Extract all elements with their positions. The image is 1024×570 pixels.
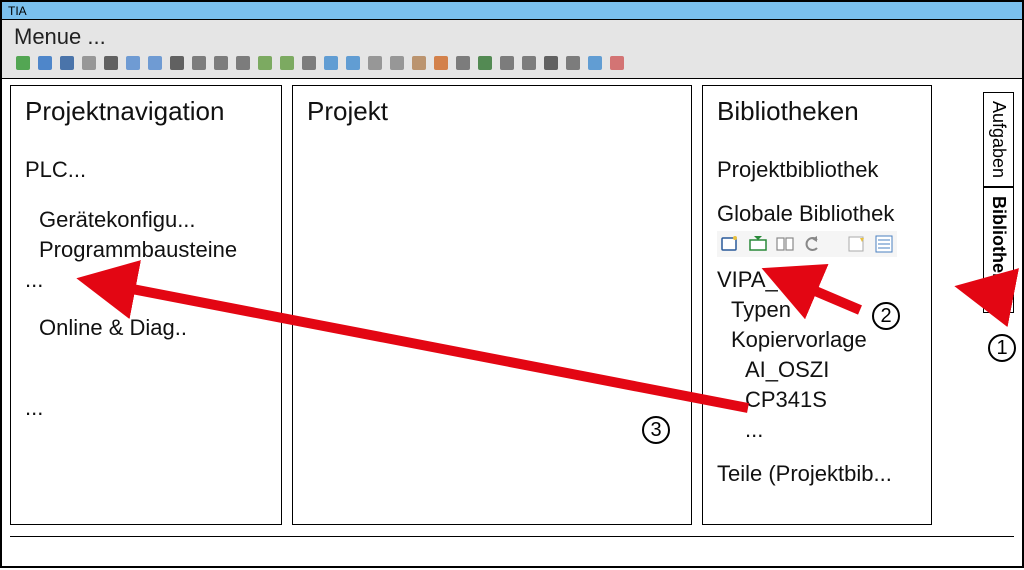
toolbar-icon-27[interactable] [608,54,626,72]
toolbar-icon-24[interactable] [542,54,560,72]
toolbar-icon-7[interactable] [168,54,186,72]
libraries-panel: Bibliotheken Projektbibliothek Globale B… [702,85,932,525]
toolbar-icon-6[interactable] [146,54,164,72]
lib-title: Bibliotheken [717,96,917,127]
toolbar-icon-1[interactable] [36,54,54,72]
project-library[interactable]: Projektbibliothek [717,157,917,183]
toolbar-icon-26[interactable] [586,54,604,72]
side-tabs: Aufgaben Bibliotheken [983,92,1014,313]
toolbar-icon-0[interactable] [14,54,32,72]
toolbar-icon-22[interactable] [498,54,516,72]
tab-tasks[interactable]: Aufgaben [983,92,1014,187]
toolbar-icon-18[interactable] [410,54,428,72]
lib-ellipsis: ... [717,417,917,443]
nav-ellipsis-1: ... [25,267,267,293]
toolbar-icon-13[interactable] [300,54,318,72]
project-title: Projekt [307,96,677,127]
ai-oszi[interactable]: AI_OSZI [717,357,917,383]
book-sparkle-icon[interactable] [719,233,741,255]
library-toolbar [717,231,897,257]
toolbar-icon-2[interactable] [58,54,76,72]
cp341s[interactable]: CP341S [717,387,917,413]
global-library[interactable]: Globale Bibliothek [717,201,917,227]
annotation-2: 2 [872,302,900,330]
open-library-icon[interactable] [747,233,769,255]
project-panel: Projekt [292,85,692,525]
toolbar-icon-17[interactable] [388,54,406,72]
project-navigation-panel: Projektnavigation PLC... Gerätekonfigu..… [10,85,282,525]
toolbar-icon-21[interactable] [476,54,494,72]
copy-template[interactable]: Kopiervorlage [717,327,917,353]
toolbar-icon-12[interactable] [278,54,296,72]
toolbar-icon-9[interactable] [212,54,230,72]
annotation-3: 3 [642,416,670,444]
nav-device-config[interactable]: Gerätekonfigu... [25,207,267,233]
nav-program-blocks[interactable]: Programmbausteine [25,237,267,263]
annotation-1: 1 [988,334,1016,362]
toolbar-icon-23[interactable] [520,54,538,72]
undo-icon[interactable] [802,233,824,255]
toolbar-icon-15[interactable] [344,54,362,72]
menu-label[interactable]: Menue ... [10,22,1014,52]
toolbar-icon-14[interactable] [322,54,340,72]
toolbar-icon-8[interactable] [190,54,208,72]
nav-online-diag[interactable]: Online & Diag.. [25,315,267,341]
vipa-tia[interactable]: VIPA_TIA [717,267,917,293]
tab-libraries[interactable]: Bibliotheken [983,187,1014,313]
toolbar-icon-16[interactable] [366,54,384,72]
menu-bar: Menue ... [2,20,1022,79]
list-icon[interactable] [873,233,895,255]
main-toolbar [10,52,1014,76]
window-title: TIA [8,4,27,18]
toolbar-icon-25[interactable] [564,54,582,72]
app-window: TIA Menue ... Projektnavigation PLC... G… [0,0,1024,568]
toolbar-icon-5[interactable] [124,54,142,72]
content-area: Projektnavigation PLC... Gerätekonfigu..… [2,79,1022,536]
toolbar-icon-20[interactable] [454,54,472,72]
parts-project-lib[interactable]: Teile (Projektbib... [717,461,917,487]
toolbar-icon-4[interactable] [102,54,120,72]
nav-ellipsis-2: ... [25,395,267,421]
title-bar: TIA [2,2,1022,20]
toolbar-icon-10[interactable] [234,54,252,72]
nav-title: Projektnavigation [25,96,267,127]
status-bar [10,536,1014,564]
toolbar-icon-19[interactable] [432,54,450,72]
toolbar-icon-3[interactable] [80,54,98,72]
nav-plc[interactable]: PLC... [25,157,267,183]
new-item-icon[interactable] [846,233,868,255]
toolbar-icon-11[interactable] [256,54,274,72]
books-icon[interactable] [774,233,796,255]
